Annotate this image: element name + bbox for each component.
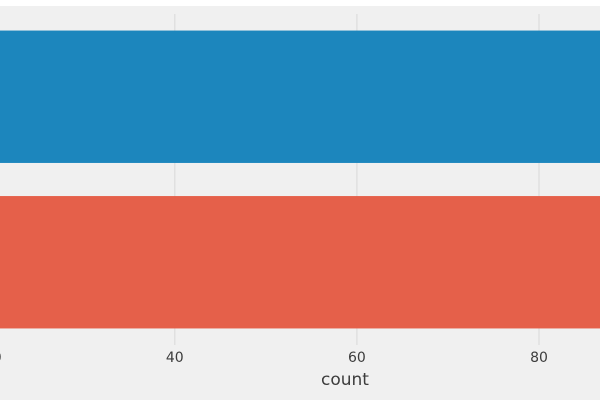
- x-tick-label: 80: [530, 350, 548, 366]
- x-tick-label: 60: [348, 350, 366, 366]
- x-axis-label: count: [321, 370, 369, 390]
- bars: [0, 30, 600, 329]
- bar: [0, 196, 600, 329]
- bar: [0, 30, 600, 163]
- labels: 20 40 60 80: [0, 350, 548, 366]
- x-tick-label: 20: [0, 350, 2, 366]
- x-tick-label: 40: [166, 350, 184, 366]
- top-edge: [0, 0, 600, 6]
